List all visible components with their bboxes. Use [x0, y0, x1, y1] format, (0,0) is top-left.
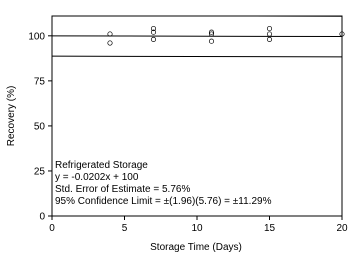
y-tick-label: 75 — [34, 76, 46, 87]
point — [266, 26, 273, 32]
x-tick-label: 10 — [191, 223, 203, 234]
fit-line — [60, 16, 342, 17]
fit-line — [52, 55, 342, 58]
point — [266, 31, 273, 37]
point — [107, 40, 113, 46]
fit-line — [52, 35, 342, 38]
x-tick-label: 5 — [122, 223, 128, 234]
point — [208, 29, 215, 35]
point — [208, 31, 215, 37]
annotation: y = -0.0202x + 100 — [55, 172, 139, 183]
x-axis-label: Storage Time (Days) — [150, 242, 242, 253]
y-tick-label: 0 — [39, 212, 45, 223]
x-tick-label: 15 — [264, 223, 276, 234]
x-tick-label: 20 — [336, 223, 348, 234]
y-tick-label: 25 — [34, 166, 46, 177]
point — [339, 31, 345, 37]
lines — [52, 16, 342, 58]
y-tick-label: 100 — [28, 31, 45, 42]
point — [107, 31, 113, 37]
point — [150, 29, 157, 35]
annotation: Refrigerated Storage — [55, 160, 148, 171]
x-tick-label: 0 — [49, 223, 55, 234]
annotation: Std. Error of Estimate = 5.76% — [55, 184, 190, 195]
y-tick-label: 50 — [34, 121, 46, 132]
point — [150, 26, 157, 32]
point — [208, 38, 215, 44]
annotation: 95% Confidence Limit = ±(1.96)(5.76) = ±… — [55, 196, 272, 207]
point — [150, 36, 157, 42]
y-axis-label: Recovery (%) — [6, 86, 17, 147]
point — [266, 36, 273, 42]
